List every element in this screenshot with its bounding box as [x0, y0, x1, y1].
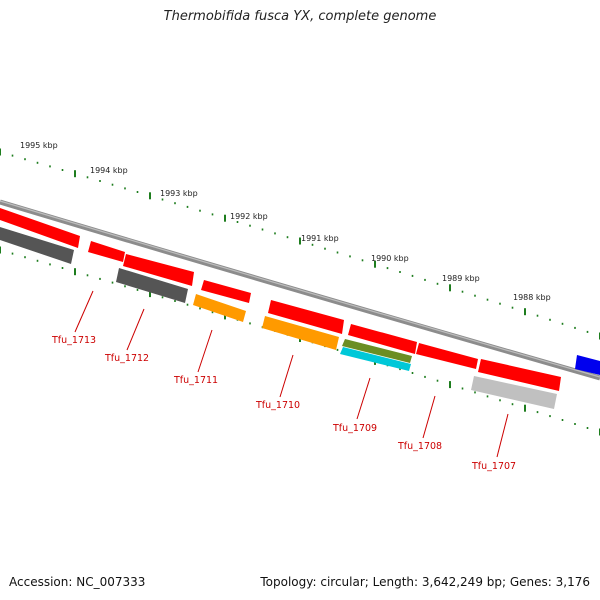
leader-line — [126, 308, 145, 351]
gene-label-tfu-1709[interactable]: Tfu_1709 — [332, 423, 377, 434]
secondary-features — [0, 227, 557, 409]
scale-labels: 1995 kbp 1994 kbp 1993 kbp 1992 kbp 1991… — [20, 141, 551, 302]
gene-labels: Tfu_1713 Tfu_1712 Tfu_1711 Tfu_1710 Tfu_… — [51, 335, 516, 472]
genome-backbone — [0, 199, 600, 381]
scale-label-1988: 1988 kbp — [513, 293, 551, 302]
orange-feature[interactable] — [262, 316, 339, 350]
leader-line — [74, 290, 94, 333]
inner-tick-ring — [0, 246, 600, 436]
cds-feature[interactable] — [201, 280, 251, 303]
cds-feature[interactable] — [348, 324, 417, 354]
genome-backbone-highlight — [0, 200, 600, 378]
cds-feature[interactable] — [416, 343, 478, 369]
gene-label-tfu-1707[interactable]: Tfu_1707 — [471, 461, 516, 472]
scale-label-1991: 1991 kbp — [301, 234, 339, 243]
leader-line — [496, 413, 509, 458]
cds-feature[interactable] — [268, 300, 344, 334]
gene-leader-lines — [74, 290, 509, 458]
gene-label-tfu-1713[interactable]: Tfu_1713 — [51, 335, 96, 346]
gene-label-tfu-1712[interactable]: Tfu_1712 — [104, 353, 149, 364]
dark-gray-feature[interactable] — [116, 268, 188, 303]
outer-tick-ring — [0, 148, 600, 340]
topology-text: Topology: circular; Length: 3,642,249 bp… — [260, 575, 590, 589]
scale-label-1989: 1989 kbp — [442, 274, 480, 283]
scale-label-1992: 1992 kbp — [230, 212, 268, 221]
leader-line — [356, 377, 371, 420]
scale-label-1994: 1994 kbp — [90, 166, 128, 175]
leader-line — [279, 354, 294, 398]
gene-label-tfu-1708[interactable]: Tfu_1708 — [397, 441, 442, 452]
dark-gray-feature[interactable] — [0, 227, 74, 264]
light-gray-feature[interactable] — [471, 376, 557, 409]
cds-feature[interactable] — [88, 241, 125, 262]
blue-feature[interactable] — [575, 355, 600, 375]
cds-feature[interactable] — [0, 208, 80, 248]
scale-label-1993: 1993 kbp — [160, 189, 198, 198]
scale-label-1990: 1990 kbp — [371, 254, 409, 263]
gene-label-tfu-1710[interactable]: Tfu_1710 — [255, 400, 300, 411]
cyan-feature[interactable] — [340, 347, 411, 371]
olive-feature[interactable] — [342, 339, 412, 363]
orange-feature[interactable] — [193, 294, 246, 322]
gene-label-tfu-1711[interactable]: Tfu_1711 — [173, 375, 218, 386]
forward-strand-features — [0, 208, 600, 391]
cds-feature[interactable] — [478, 359, 561, 391]
leader-line — [197, 329, 213, 373]
map-title: Thermobifida fusca YX, complete genome — [163, 9, 437, 24]
scale-label-1995: 1995 kbp — [20, 141, 58, 150]
accession-text: Accession: NC_007333 — [9, 575, 146, 589]
cds-feature[interactable] — [123, 254, 194, 286]
leader-line — [422, 395, 436, 439]
